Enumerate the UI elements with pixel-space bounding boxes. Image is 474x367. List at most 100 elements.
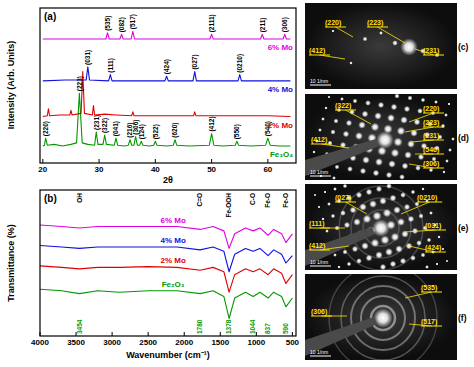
x-tick-label: 4000 <box>31 338 49 347</box>
series-line <box>40 245 292 271</box>
diffraction-spot <box>321 117 325 121</box>
diffraction-spot <box>358 121 366 129</box>
label-underline <box>309 55 330 56</box>
figure: 2030405060(220)(223)(231)(322)(041)(216)… <box>0 0 474 367</box>
panel-label: (b) <box>44 193 57 204</box>
x-tick-label: 60 <box>263 165 272 174</box>
diffraction-spot <box>331 214 336 219</box>
diffraction-spot <box>360 168 366 174</box>
band-wavenumber: 1780 <box>196 319 203 334</box>
label-underline <box>421 292 442 293</box>
diffraction-spot <box>363 37 368 42</box>
x-axis-title: Wavenumber (cm⁻¹) <box>126 350 210 360</box>
diffraction-spot <box>404 204 410 210</box>
label-pointer <box>336 27 354 37</box>
diffraction-spot <box>386 172 392 178</box>
diffraction-spot <box>407 95 412 100</box>
peak-label: (522) <box>152 124 160 139</box>
beam-stop <box>305 139 379 176</box>
series-line <box>43 31 291 39</box>
diffraction-spot <box>375 251 383 259</box>
diffraction-spot <box>393 137 402 146</box>
x-tick-label: 2500 <box>139 338 157 347</box>
x-tick-label: 40 <box>151 165 160 174</box>
x-tick <box>220 332 221 336</box>
plane-label: (535) <box>421 284 437 292</box>
diffraction-spot <box>427 238 432 243</box>
diffraction-spot <box>418 213 423 218</box>
diffraction-spot <box>442 248 445 251</box>
plot-area <box>40 225 292 318</box>
x-tick-label: 20 <box>38 165 47 174</box>
label-underline <box>335 202 356 203</box>
peak-label: (231) <box>93 115 101 130</box>
peak-label: (550) <box>233 124 241 139</box>
diffraction-spot <box>342 249 347 254</box>
series-line <box>43 93 291 146</box>
image-background <box>305 274 457 360</box>
diffraction-spot <box>395 245 403 253</box>
plane-label: (027) <box>335 194 351 202</box>
plane-label: (322) <box>335 102 351 110</box>
band-label: Fe-O <box>282 193 289 208</box>
saed-image: (322)(412)(220)(223)(231)(546)(306)10 1/… <box>305 93 457 180</box>
plane-label: (0210) <box>417 194 437 202</box>
diffraction-spot <box>399 174 405 180</box>
panel-label: (a) <box>44 11 56 22</box>
panel-label: (f) <box>458 313 467 323</box>
diffraction-spot <box>390 261 397 268</box>
diffraction-spot <box>404 106 410 112</box>
label-underline <box>423 55 444 56</box>
diffraction-spot <box>397 127 406 136</box>
peak-label: (027) <box>191 54 199 69</box>
diffraction-spot <box>446 260 449 263</box>
diffraction-ring <box>371 306 395 330</box>
diffraction-spot <box>356 258 362 264</box>
x-tick <box>267 159 268 163</box>
y-axis-title: Transmittance (%) <box>6 224 16 302</box>
x-tick <box>184 332 185 336</box>
plane-label: (306) <box>423 160 439 168</box>
series-line <box>43 72 291 117</box>
peak-label: (424) <box>163 59 171 74</box>
plane-label: (223) <box>367 19 383 27</box>
peak-label: (0210) <box>236 54 244 73</box>
label-underline <box>367 27 388 28</box>
scale-bar <box>310 85 331 86</box>
plane-label: (424) <box>425 244 441 252</box>
diffraction-spot <box>429 211 433 215</box>
diffraction-spot <box>391 104 398 111</box>
series-label: 6% Mo <box>268 43 293 52</box>
image-background <box>305 94 457 180</box>
diffraction-spot <box>333 253 337 257</box>
diffraction-spot <box>451 137 455 141</box>
diffraction-spot <box>376 186 382 192</box>
band-wavenumber: 1378 <box>225 319 232 334</box>
label-pointer <box>401 202 430 214</box>
label-pointer <box>405 292 432 298</box>
diffraction-spot <box>372 219 390 237</box>
peak-label: (535) <box>104 16 112 31</box>
series-label: 2% Mo <box>160 256 185 265</box>
plane-label: (031) <box>425 222 441 230</box>
diffraction-spot <box>421 187 424 190</box>
plane-label: (546) <box>423 146 439 154</box>
peak-label: (220) <box>42 121 50 136</box>
diffraction-spot <box>374 112 382 120</box>
diffraction-ring <box>329 264 437 367</box>
label-underline <box>335 110 356 111</box>
plot-frame <box>40 8 296 163</box>
diffraction-spot <box>362 111 369 118</box>
plane-label: (306) <box>311 308 327 316</box>
label-underline <box>417 202 442 203</box>
x-tick-label: 3000 <box>103 338 121 347</box>
diffraction-spot <box>327 202 331 206</box>
diffraction-spot <box>373 308 393 328</box>
series-label: 2% Mo <box>268 121 293 130</box>
plot-frame <box>40 190 296 336</box>
diffraction-spot <box>402 163 409 170</box>
diffraction-spot <box>344 222 350 228</box>
peak-label: (041) <box>112 121 120 136</box>
diffraction-ring <box>351 198 411 258</box>
diffraction-spot <box>369 200 377 208</box>
